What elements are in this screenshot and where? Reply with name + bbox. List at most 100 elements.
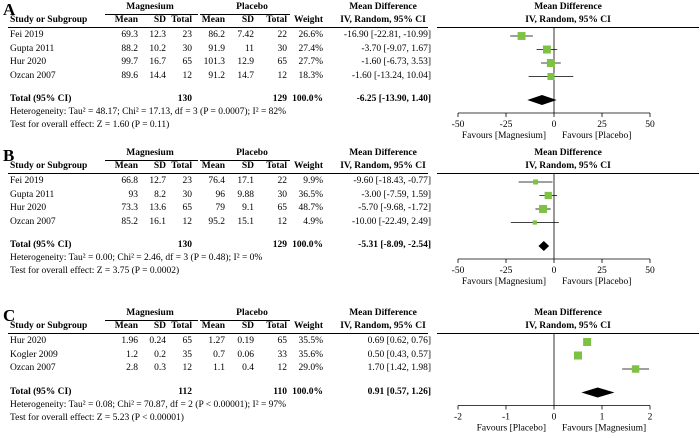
group2-underline bbox=[200, 160, 290, 161]
study-name: Ozcan 2007 bbox=[10, 216, 56, 227]
study-col-header: Study or Subgroup bbox=[10, 161, 88, 171]
mean2-cell: 76.4 bbox=[208, 176, 225, 186]
mean1-cell: 93 bbox=[128, 189, 139, 200]
total-weight: 100.0% bbox=[292, 94, 323, 104]
n1-cell: 23 bbox=[182, 30, 193, 40]
mean1-cell: 69.3 bbox=[121, 30, 138, 40]
mean1-col-header: Mean bbox=[114, 321, 138, 331]
total-ci: -6.25 [-13.90, 1.40] bbox=[356, 94, 431, 104]
weight-cell: 27.4% bbox=[298, 43, 323, 54]
total-label: Total (95% CI) bbox=[10, 94, 72, 104]
study-marker bbox=[546, 59, 555, 67]
n2-cell: 30 bbox=[277, 189, 288, 200]
total-n2: 110 bbox=[273, 386, 287, 397]
n1-cell: 65 bbox=[182, 57, 193, 67]
header-rule-left bbox=[8, 173, 428, 174]
sd1-col-header: SD bbox=[153, 321, 166, 331]
mean1-cell: 99.7 bbox=[121, 57, 138, 67]
weight-cell: 26.6% bbox=[298, 30, 323, 40]
favours-left-label: Favours [Magnesium] bbox=[462, 131, 546, 141]
total-ci: 0.91 [0.57, 1.26] bbox=[367, 386, 431, 397]
n1-cell: 65 bbox=[182, 203, 193, 213]
n2-cell: 22 bbox=[277, 176, 288, 186]
forest-panel-b: B Magnesium Placebo Mean Difference Mean Dif… bbox=[0, 146, 700, 292]
group2-header: Placebo bbox=[236, 308, 268, 318]
study-name: Kogler 2009 bbox=[10, 349, 58, 360]
n2-cell: 12 bbox=[277, 216, 288, 227]
study-marker bbox=[631, 365, 640, 373]
group2-header: Placebo bbox=[236, 148, 268, 158]
study-col-header: Study or Subgroup bbox=[10, 15, 88, 25]
total-weight: 100.0% bbox=[292, 386, 323, 397]
sd2-cell: 0.06 bbox=[237, 349, 254, 360]
n2-cell: 12 bbox=[277, 363, 288, 373]
group1-header: Magnesium bbox=[126, 2, 174, 12]
x-tick-label: 1 bbox=[600, 413, 605, 423]
effect-header: Mean Difference bbox=[349, 308, 417, 318]
n1-cell: 12 bbox=[182, 70, 193, 81]
weight-cell: 48.7% bbox=[298, 203, 323, 213]
ci-cell: 1.70 [1.42, 1.98] bbox=[367, 363, 431, 373]
favours-right-label: Favours [Placebo] bbox=[562, 131, 631, 141]
favours-right-label: Favours [Placebo] bbox=[562, 277, 631, 287]
n1-cell: 12 bbox=[182, 216, 193, 227]
total2-col-header: Total bbox=[266, 15, 287, 25]
total-n1: 130 bbox=[177, 94, 192, 104]
sd1-cell: 10.2 bbox=[149, 43, 166, 54]
effect-subheader: IV, Random, 95% CI bbox=[340, 161, 426, 171]
ci-cell: -3.00 [-7.59, 1.59] bbox=[361, 189, 431, 200]
sd1-col-header: SD bbox=[153, 161, 166, 171]
x-tick-label: 50 bbox=[645, 120, 655, 130]
total2-col-header: Total bbox=[266, 161, 287, 171]
mean2-cell: 79 bbox=[215, 203, 226, 213]
forest-plot-area: -2 -1 0 1 2 Favours [Placebo] Favours [Magnesi… bbox=[454, 333, 653, 434]
x-tick-label: 25 bbox=[597, 266, 607, 276]
sd1-cell: 8.2 bbox=[154, 189, 166, 200]
n1-cell: 35 bbox=[182, 349, 193, 360]
study-marker bbox=[533, 179, 539, 185]
mean2-col-header: Mean bbox=[201, 15, 225, 25]
ci-cell: -1.60 [-6.73, 3.53] bbox=[361, 57, 431, 67]
total-n1: 112 bbox=[178, 386, 192, 397]
weight-col-header: Weight bbox=[293, 321, 323, 331]
study-name: Ozcan 2007 bbox=[10, 70, 56, 81]
x-tick-label: 2 bbox=[648, 413, 653, 423]
total2-col-header: Total bbox=[266, 321, 287, 331]
weight-cell: 9.9% bbox=[303, 176, 323, 186]
favours-left-label: Favours [Magnesium] bbox=[462, 277, 546, 287]
study-name: Gupta 2011 bbox=[10, 189, 55, 200]
group2-underline bbox=[200, 14, 290, 15]
n2-cell: 12 bbox=[277, 70, 288, 81]
study-marker bbox=[547, 73, 555, 80]
heterogeneity-text: Heterogeneity: Tau² = 0.00; Chi² = 2.46,… bbox=[10, 253, 263, 263]
x-tick-label: 25 bbox=[597, 120, 607, 130]
sd2-cell: 0.19 bbox=[237, 336, 254, 346]
mean1-cell: 2.8 bbox=[126, 363, 138, 373]
header-rule-right bbox=[437, 173, 699, 174]
overall-effect-text: Test for overall effect: Z = 5.23 (P < 0… bbox=[10, 412, 184, 423]
study-name: Ozcan 2007 bbox=[10, 363, 56, 373]
mean1-cell: 73.3 bbox=[121, 203, 138, 213]
effect-header: Mean Difference bbox=[349, 148, 417, 158]
total1-col-header: Total bbox=[171, 321, 192, 331]
plot-effect-subheader: IV, Random, 95% CI bbox=[525, 161, 611, 171]
weight-col-header: Weight bbox=[293, 15, 323, 25]
weight-cell: 35.5% bbox=[298, 336, 323, 346]
x-tick-label: -50 bbox=[452, 120, 465, 130]
x-tick-label: 0 bbox=[552, 120, 557, 130]
total-weight: 100.0% bbox=[292, 240, 323, 250]
heterogeneity-text: Heterogeneity: Tau² = 0.08; Chi² = 70.87… bbox=[10, 399, 287, 410]
plot-effect-subheader: IV, Random, 95% CI bbox=[525, 321, 611, 331]
n2-cell: 65 bbox=[277, 57, 288, 67]
group2-underline bbox=[200, 320, 290, 321]
total-n2: 129 bbox=[272, 240, 287, 250]
group1-underline bbox=[105, 320, 198, 321]
x-tick-label: -2 bbox=[454, 413, 462, 423]
x-tick-label: -1 bbox=[502, 413, 510, 423]
n2-cell: 33 bbox=[277, 349, 288, 360]
n1-cell: 23 bbox=[182, 176, 193, 186]
sd2-cell: 9.88 bbox=[237, 189, 254, 200]
total-label: Total (95% CI) bbox=[10, 386, 72, 397]
panel-label: B bbox=[3, 146, 15, 165]
n2-cell: 65 bbox=[277, 336, 288, 346]
